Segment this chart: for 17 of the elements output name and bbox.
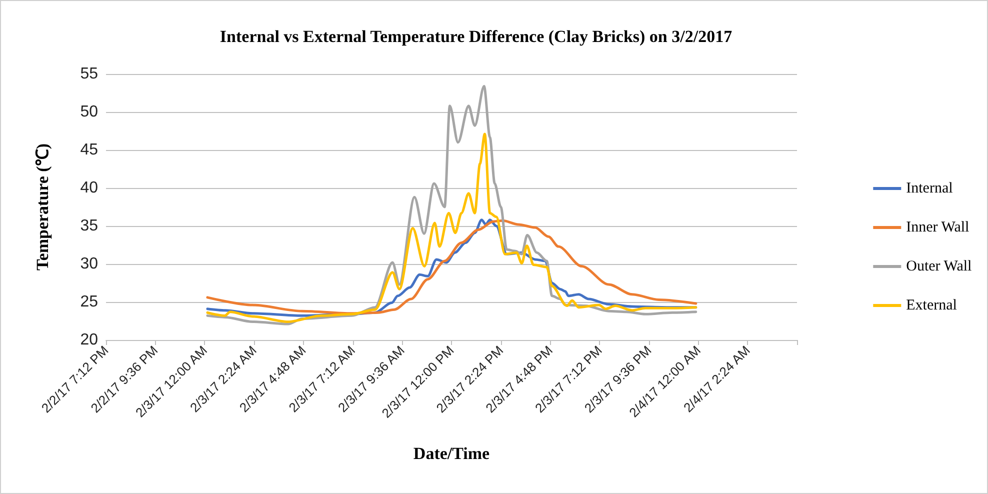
y-tick-label: 40	[80, 180, 98, 196]
x-axis-title: Date/Time	[413, 444, 490, 463]
y-tick-label: 25	[80, 294, 98, 310]
legend-label: Inner Wall	[906, 220, 970, 236]
chart-title: Internal vs External Temperature Difference (Clay Bricks) on 3/2/2017	[220, 27, 733, 46]
y-tick-label: 45	[80, 142, 98, 158]
y-axis-title: Temperature (℃)	[33, 143, 52, 271]
legend-label: External	[906, 298, 957, 314]
line-series	[206, 132, 698, 324]
legend-label: Internal	[906, 180, 953, 196]
y-tick-label: 35	[80, 218, 98, 234]
y-tick-label: 20	[80, 332, 98, 348]
legend-label: Outer Wall	[906, 258, 972, 274]
line-series	[206, 84, 698, 326]
y-tick-label: 55	[80, 66, 98, 82]
y-tick-label: 30	[80, 256, 98, 272]
y-tick-label: 50	[80, 104, 98, 120]
